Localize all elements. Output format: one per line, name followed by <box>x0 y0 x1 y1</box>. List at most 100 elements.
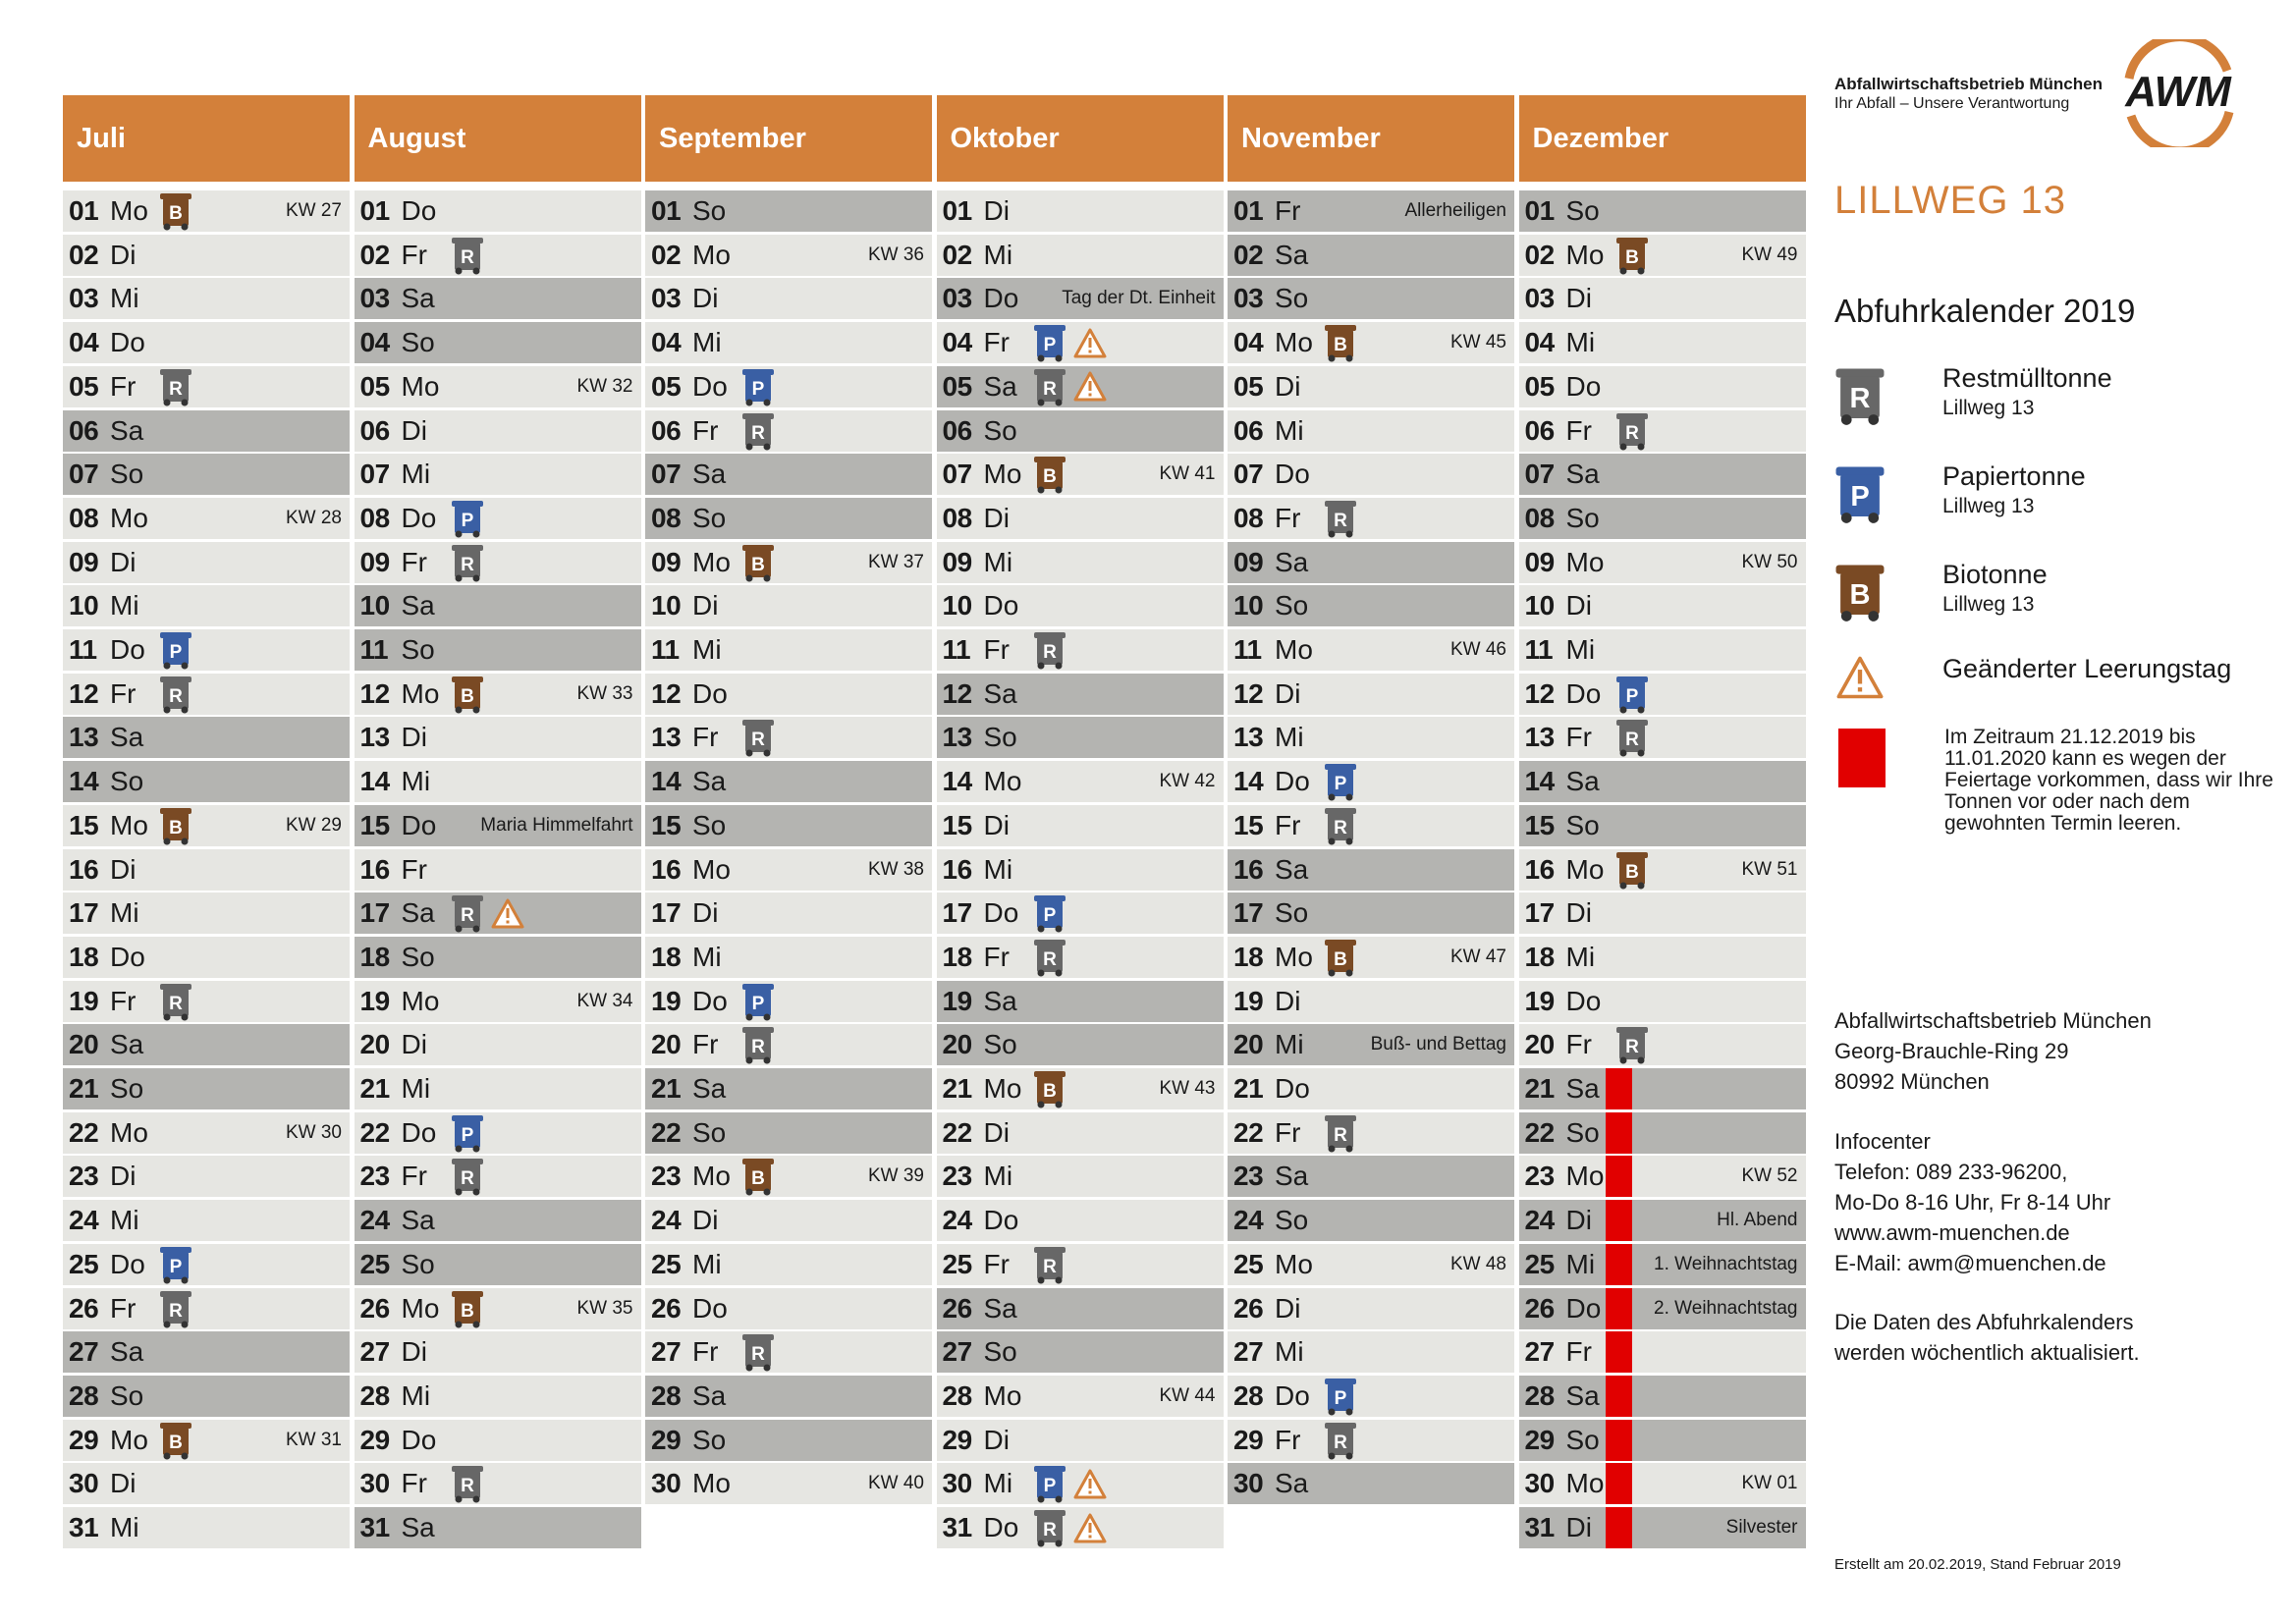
day-number: 01 <box>942 195 973 226</box>
weekday: Do <box>401 195 437 226</box>
svg-text:B: B <box>461 686 474 707</box>
day-number: 09 <box>1524 546 1556 577</box>
svg-text:B: B <box>1625 247 1639 268</box>
day-row: 02 Sa <box>1228 234 1514 276</box>
day-number: 21 <box>942 1073 973 1105</box>
address-line: 80992 München <box>1834 1069 1990 1094</box>
day-number: 23 <box>69 1161 99 1192</box>
weekday: Mo <box>110 809 148 840</box>
legend-label: Biotonne <box>1942 560 2048 589</box>
day-number: 29 <box>651 1424 682 1455</box>
weekday: Fr <box>692 1029 719 1060</box>
day-row: 18 Mi <box>645 936 932 978</box>
day-row: 04 Mi <box>1518 322 1806 364</box>
calendar-week: KW 35 <box>576 1297 633 1319</box>
infocenter-email[interactable]: E-Mail: awm@muenchen.de <box>1834 1251 2106 1275</box>
day-number: 18 <box>69 941 99 972</box>
day-row: 10 Di <box>1518 585 1806 627</box>
weekday: Fr <box>983 1248 1010 1279</box>
day-row: 09 Fr R <box>354 541 641 583</box>
weekday: So <box>1565 809 1600 840</box>
day-number: 09 <box>69 546 99 577</box>
awm-logo: Abfallwirtschaftsbetrieb München Ihr Abf… <box>1834 39 2267 147</box>
day-row: 06 Di <box>354 409 641 452</box>
pickup-icons: B <box>159 1421 192 1460</box>
pickup-icons: P <box>1033 1464 1108 1503</box>
weekday: Fr <box>110 677 137 709</box>
bio-bin-icon: B <box>451 1289 484 1328</box>
calendar-week: KW 01 <box>1741 1473 1798 1494</box>
day-row: 05 Do P <box>645 365 932 407</box>
day-row: 15 So <box>1518 804 1806 846</box>
pickup-icons: P <box>1033 323 1108 362</box>
day-number: 14 <box>69 766 99 797</box>
day-row: 08 Di <box>936 497 1224 539</box>
svg-text:R: R <box>1043 949 1057 970</box>
day-row: 05 Di <box>1228 365 1514 407</box>
weekday: Do <box>983 283 1019 314</box>
day-row: 13 So <box>936 717 1224 759</box>
legend-label: Papiertonne <box>1942 461 2086 491</box>
day-row: 12 Di <box>1228 673 1514 715</box>
day-row: 29 Do <box>354 1419 641 1461</box>
legend-label: Restmülltonne <box>1942 363 2112 393</box>
svg-text:R: R <box>461 555 474 575</box>
day-row: 21 Sa <box>645 1068 932 1110</box>
pickup-icons: B <box>1033 1069 1066 1108</box>
day-row: 09 Mo B KW 37 <box>645 541 932 583</box>
day-row: 22 Di <box>936 1111 1224 1154</box>
day-number: 20 <box>359 1029 391 1060</box>
org-tagline: Ihr Abfall – Unsere Verantwortung <box>1834 95 2070 112</box>
infocenter-website[interactable]: www.awm-muenchen.de <box>1834 1220 2070 1245</box>
weekday: Sa <box>1565 1073 1600 1105</box>
weekday: Di <box>1275 1292 1301 1324</box>
rest-bin-icon: R <box>1033 1245 1066 1284</box>
day-row: 23 Mo KW 52 <box>1518 1156 1806 1198</box>
calendar-week: KW 50 <box>1741 551 1798 572</box>
weekday: Mi <box>692 634 722 666</box>
weekday: Do <box>110 327 145 358</box>
pickup-icons: P <box>159 1245 192 1284</box>
day-number: 02 <box>1524 239 1556 270</box>
svg-text:B: B <box>1334 949 1347 970</box>
day-number: 12 <box>1524 677 1556 709</box>
holiday-period-marker <box>1605 1111 1632 1154</box>
svg-text:R: R <box>1334 1125 1347 1146</box>
svg-text:R: R <box>751 1037 765 1057</box>
day-number: 26 <box>359 1292 391 1324</box>
weekday: Do <box>401 1424 437 1455</box>
day-row: 13 Di <box>354 717 641 759</box>
weekday: So <box>110 766 144 797</box>
bio-bin-icon: B <box>741 543 775 582</box>
day-row: 05 Sa R <box>936 365 1224 407</box>
weekday: Mo <box>983 766 1022 797</box>
day-number: 27 <box>69 1336 99 1368</box>
paper-bin-icon: P <box>1615 675 1649 714</box>
svg-text:B: B <box>169 203 183 224</box>
day-row: 25 Do P <box>63 1243 350 1285</box>
calendar-week: KW 31 <box>285 1429 342 1450</box>
day-row: 01 So <box>1518 190 1806 232</box>
day-row: 01 Di <box>936 190 1224 232</box>
svg-text:R: R <box>1043 1257 1057 1277</box>
day-number: 10 <box>942 590 973 622</box>
day-number: 10 <box>359 590 391 622</box>
day-row: 09 Di <box>63 541 350 583</box>
day-number: 02 <box>69 239 99 270</box>
pickup-icons: P <box>741 367 775 406</box>
weekday: Sa <box>401 590 435 622</box>
weekday: Do <box>401 809 437 840</box>
svg-text:P: P <box>170 642 183 663</box>
day-number: 28 <box>651 1379 682 1411</box>
rest-bin-icon: R <box>741 718 775 757</box>
svg-text:P: P <box>1335 1388 1347 1409</box>
pickup-icons: B <box>451 675 484 714</box>
pickup-icons: R <box>741 718 775 757</box>
calendar-week: KW 30 <box>285 1121 342 1143</box>
day-number: 25 <box>1524 1248 1556 1279</box>
day-number: 27 <box>1524 1336 1556 1368</box>
day-row: 04 Fr P <box>936 322 1224 364</box>
pickup-icons: R <box>741 1332 775 1372</box>
svg-text:P: P <box>1625 686 1638 707</box>
day-row: 07 Sa <box>645 454 932 496</box>
